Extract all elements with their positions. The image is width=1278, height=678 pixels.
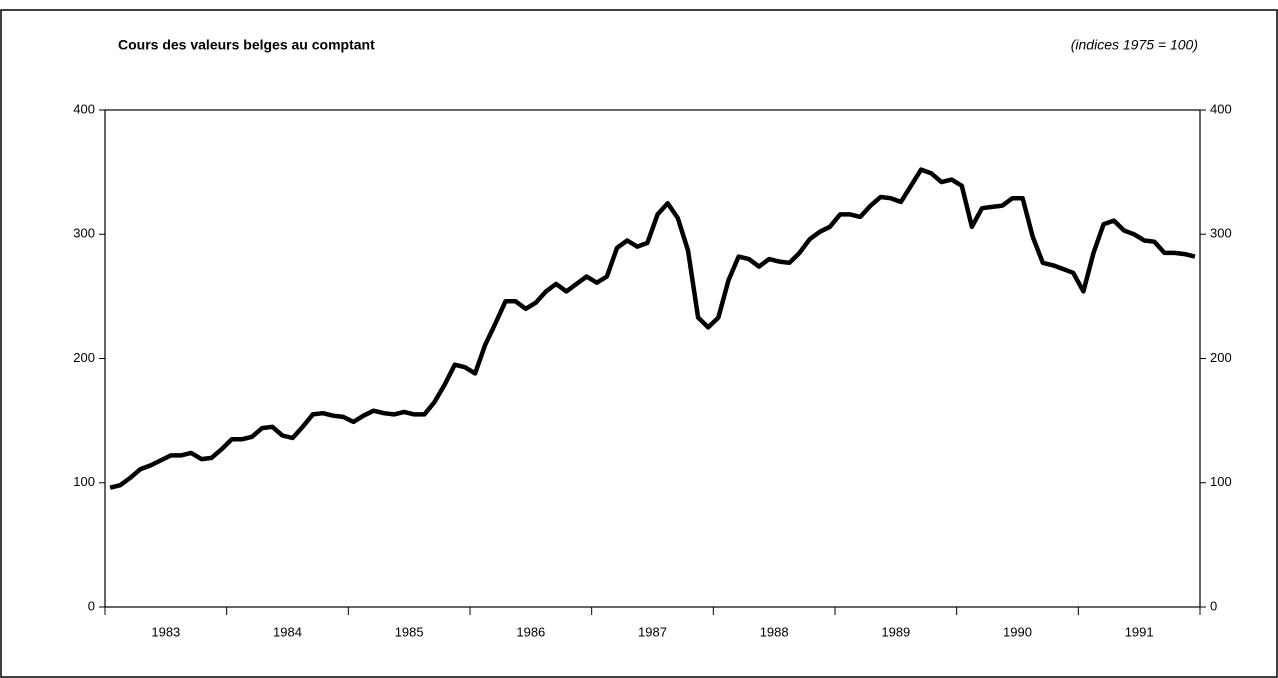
- y-tick-label: 200: [73, 350, 95, 365]
- x-tick-label: 1985: [395, 624, 424, 639]
- y-tick-label: 0: [88, 598, 95, 613]
- y2-tick-label: 200: [1210, 350, 1232, 365]
- frame: [0, 9, 1278, 678]
- x-tick-label: 1984: [273, 624, 302, 639]
- x-tick-label: 1986: [516, 624, 545, 639]
- x-tick-label: 1987: [638, 624, 667, 639]
- y-tick-label: 400: [73, 101, 95, 116]
- x-tick-label: 1989: [881, 624, 910, 639]
- y2-tick-label: 0: [1210, 598, 1217, 613]
- y2-tick-label: 100: [1210, 474, 1232, 489]
- chart-subtitle: (indices 1975 = 100): [1071, 37, 1198, 53]
- plot-area: [104, 109, 1201, 608]
- y2-tick-label: 300: [1210, 226, 1232, 241]
- y-tick-label: 300: [73, 226, 95, 241]
- x-tick-label: 1991: [1125, 624, 1154, 639]
- y2-tick-label: 400: [1210, 101, 1232, 116]
- series-line: [109, 167, 1196, 490]
- x-tick-label: 1990: [1003, 624, 1032, 639]
- x-tick-label: 1983: [151, 624, 180, 639]
- y-tick-label: 100: [73, 474, 95, 489]
- x-tick-label: 1988: [760, 624, 789, 639]
- chart-title: Cours des valeurs belges au comptant: [118, 37, 375, 53]
